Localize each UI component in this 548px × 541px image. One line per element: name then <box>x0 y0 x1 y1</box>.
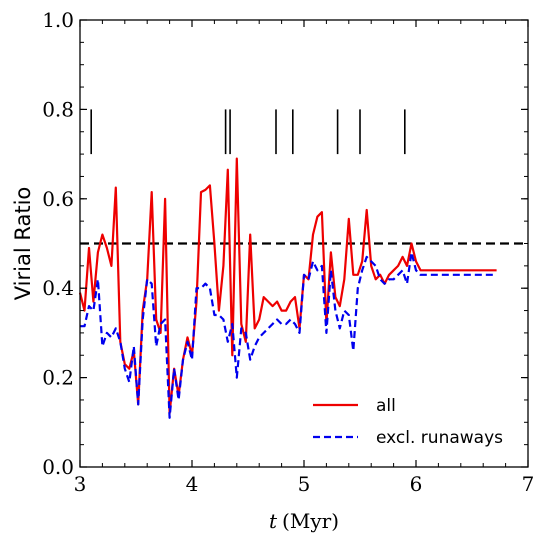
legend-label-excl-runaways: excl. runaways <box>376 428 503 448</box>
y-tick-label: 0.8 <box>42 97 74 121</box>
series-line-all <box>78 157 497 415</box>
series-line-excl-runaways <box>80 251 497 419</box>
legend: all excl. runaways <box>313 396 503 448</box>
y-tick-label: 0.0 <box>42 455 74 479</box>
x-axis-label: t (Myr) <box>269 509 339 533</box>
x-tick-label: 4 <box>186 472 199 496</box>
x-axis-variable: t <box>269 509 278 533</box>
axis-ticks: 3 4 5 6 7 0.0 0.2 0.4 0.6 0.8 1.0 <box>42 8 534 496</box>
x-tick-label: 6 <box>410 472 423 496</box>
y-axis-label: Virial Ratio <box>11 187 35 301</box>
y-tick-label: 1.0 <box>42 8 74 32</box>
y-tick-label: 0.6 <box>42 187 74 211</box>
x-tick-label: 3 <box>74 472 87 496</box>
x-tick-label: 5 <box>298 472 311 496</box>
legend-label-all: all <box>376 396 396 416</box>
plot-area <box>78 109 528 419</box>
y-tick-label: 0.4 <box>42 276 74 300</box>
x-tick-label: 7 <box>522 472 535 496</box>
x-axis-unit: (Myr) <box>282 509 339 533</box>
y-tick-label: 0.2 <box>42 366 74 390</box>
